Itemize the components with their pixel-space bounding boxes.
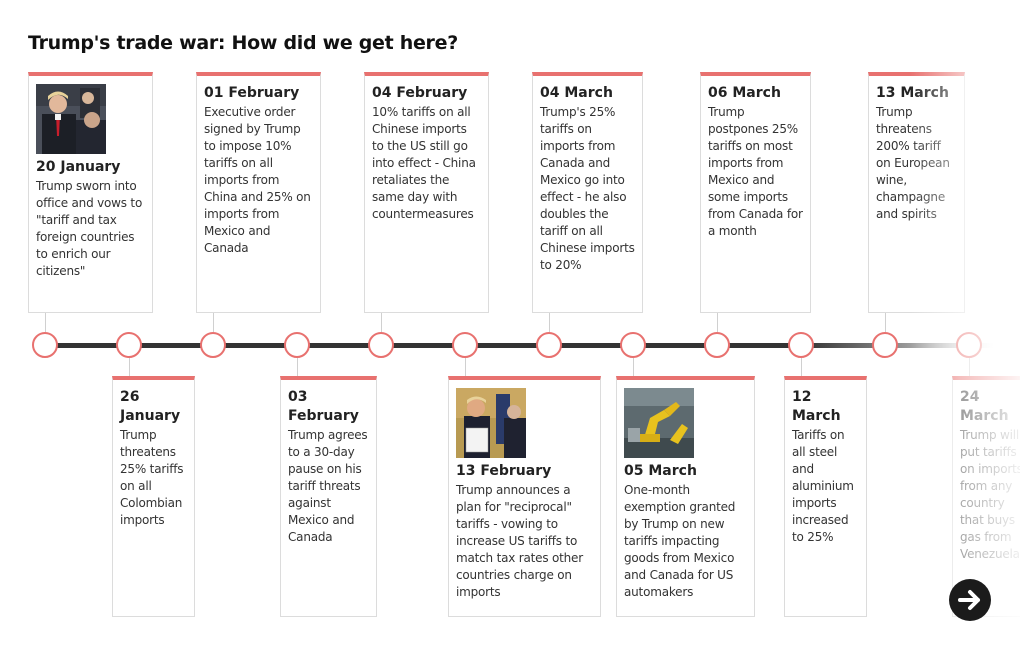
event-date: 04 March xyxy=(540,85,613,101)
timeline-dot[interactable] xyxy=(116,332,142,358)
event-description: Trump announces a plan for "reciprocal" … xyxy=(456,483,583,599)
timeline-dot[interactable] xyxy=(452,332,478,358)
event-description: Trump threatens 25% tariffs on all Colom… xyxy=(120,428,184,527)
event-date: 03 February xyxy=(288,389,359,424)
event-date: 05 March xyxy=(624,463,697,479)
timeline-dot[interactable] xyxy=(200,332,226,358)
event-card: 13 February Trump announces a plan for "r… xyxy=(448,376,601,617)
timeline-dot[interactable] xyxy=(536,332,562,358)
event-date: 01 February xyxy=(204,85,300,101)
event-description: Tariffs on all steel and aluminium impor… xyxy=(792,428,854,544)
timeline-dot[interactable] xyxy=(956,332,982,358)
event-description: Trump will put tariffs on imports from a… xyxy=(960,428,1020,561)
event-card: 01 February Executive order signed by Tru… xyxy=(196,72,321,313)
auto-factory-robot-photo xyxy=(624,388,694,458)
event-card: 20 January Trump sworn into office and vo… xyxy=(28,72,153,313)
timeline-dot[interactable] xyxy=(788,332,814,358)
connector-line xyxy=(381,313,382,332)
event-description: Trump agrees to a 30-day pause on his ta… xyxy=(288,428,368,544)
event-description: Trump postpones 25% tariffs on most impo… xyxy=(708,105,803,238)
event-description: Trump's 25% tariffs on imports from Cana… xyxy=(540,105,635,272)
connector-line xyxy=(633,358,634,376)
event-card: 06 March Trump postpones 25% tariffs on m… xyxy=(700,72,811,313)
event-card: 12 March Tariffs on all steel and alumini… xyxy=(784,376,867,617)
timeline-dot[interactable] xyxy=(872,332,898,358)
event-card: 04 February 10% tariffs on all Chinese im… xyxy=(364,72,489,313)
event-date: 06 March xyxy=(708,85,781,101)
event-date: 04 February xyxy=(372,85,468,101)
connector-line xyxy=(129,358,130,376)
event-date: 20 January xyxy=(36,159,121,175)
arrow-right-icon xyxy=(958,590,980,610)
event-card: 03 February Trump agrees to a 30-day paus… xyxy=(280,376,377,617)
timeline-dot[interactable] xyxy=(704,332,730,358)
event-date: 13 February xyxy=(456,463,552,479)
event-card: 13 March Trump threatens 200% tariff on E… xyxy=(868,72,965,313)
connector-line xyxy=(969,358,970,376)
event-description: One-month exemption granted by Trump on … xyxy=(624,483,736,599)
trump-inauguration-photo xyxy=(36,84,106,154)
event-description: Trump threatens 200% tariff on European … xyxy=(876,105,950,221)
timeline-dot[interactable] xyxy=(284,332,310,358)
event-date: 12 March xyxy=(792,389,841,424)
connector-line xyxy=(801,358,802,376)
event-date: 26 January xyxy=(120,389,181,424)
connector-line xyxy=(549,313,550,332)
connector-line xyxy=(297,358,298,376)
timeline-dot[interactable] xyxy=(620,332,646,358)
trump-oval-office-photo xyxy=(456,388,526,458)
event-card: 04 March Trump's 25% tariffs on imports f… xyxy=(532,72,643,313)
event-card: 26 January Trump threatens 25% tariffs on… xyxy=(112,376,195,617)
page-title: Trump's trade war: How did we get here? xyxy=(28,32,458,54)
event-date: 13 March xyxy=(876,85,949,101)
next-button[interactable] xyxy=(949,579,991,621)
event-date: 24 March xyxy=(960,389,1009,424)
event-description: Executive order signed by Trump to impos… xyxy=(204,105,311,255)
timeline-axis xyxy=(44,343,994,348)
connector-line xyxy=(213,313,214,332)
timeline-dot[interactable] xyxy=(368,332,394,358)
connector-line xyxy=(45,313,46,332)
connector-line xyxy=(717,313,718,332)
event-card: 05 March One-month exemption granted by T… xyxy=(616,376,755,617)
connector-line xyxy=(885,313,886,332)
connector-line xyxy=(465,358,466,376)
timeline-dot[interactable] xyxy=(32,332,58,358)
event-description: 10% tariffs on all Chinese imports to th… xyxy=(372,105,476,221)
event-description: Trump sworn into office and vows to "tar… xyxy=(36,179,143,278)
